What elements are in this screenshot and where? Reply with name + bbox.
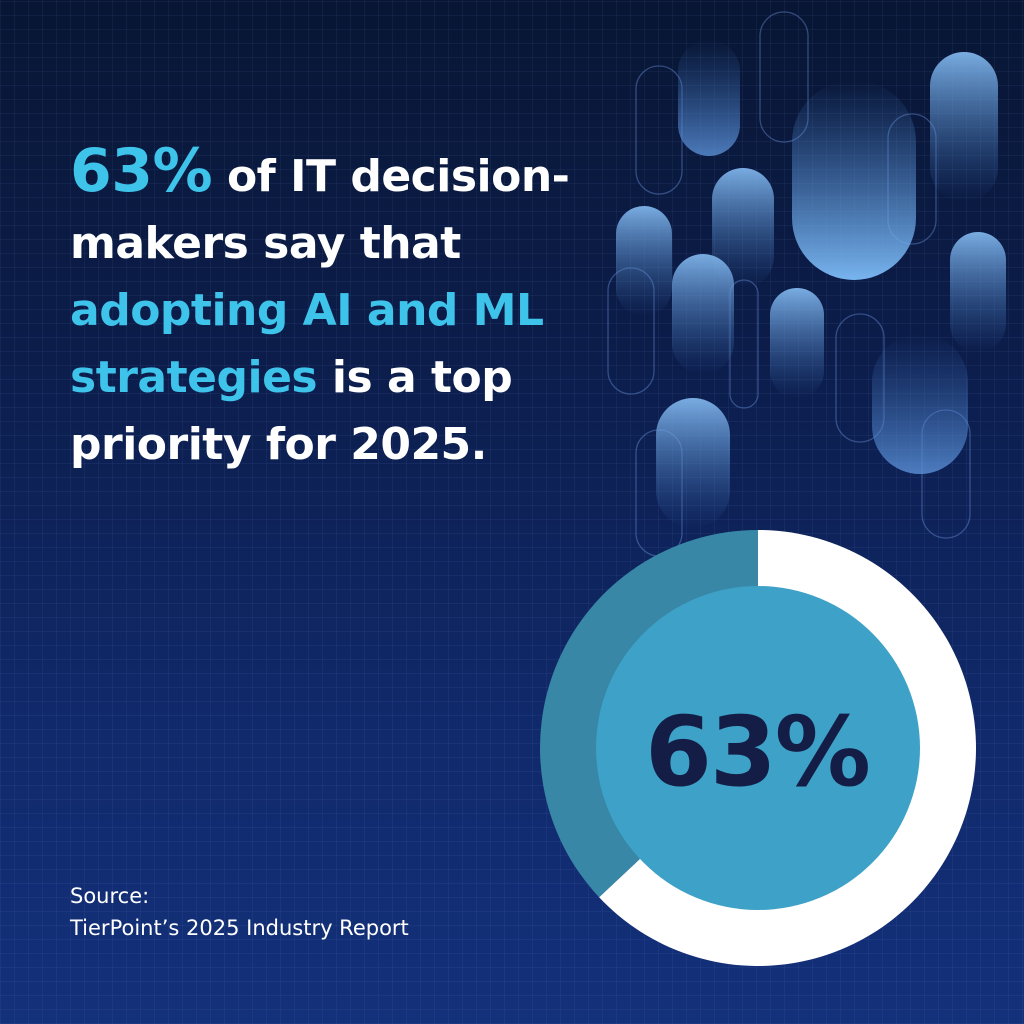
donut-center xyxy=(596,586,920,910)
source-text: TierPoint’s 2025 Industry Report xyxy=(70,916,409,940)
headline-percentage: 63% xyxy=(70,136,213,206)
donut-value-label: 63% xyxy=(645,696,871,808)
donut-chart xyxy=(540,530,976,966)
headline-highlight: adopting AI and ML strategies xyxy=(70,285,544,403)
headline-text-1: of IT decision-makers say that xyxy=(70,151,570,269)
headline-text-2: is a top priority for 2025. xyxy=(70,352,513,470)
source-note: Source: TierPoint’s 2025 Industry Report xyxy=(70,880,409,944)
headline: 63% of IT decision-makers say that adopt… xyxy=(70,138,590,478)
source-label: Source: xyxy=(70,884,150,908)
